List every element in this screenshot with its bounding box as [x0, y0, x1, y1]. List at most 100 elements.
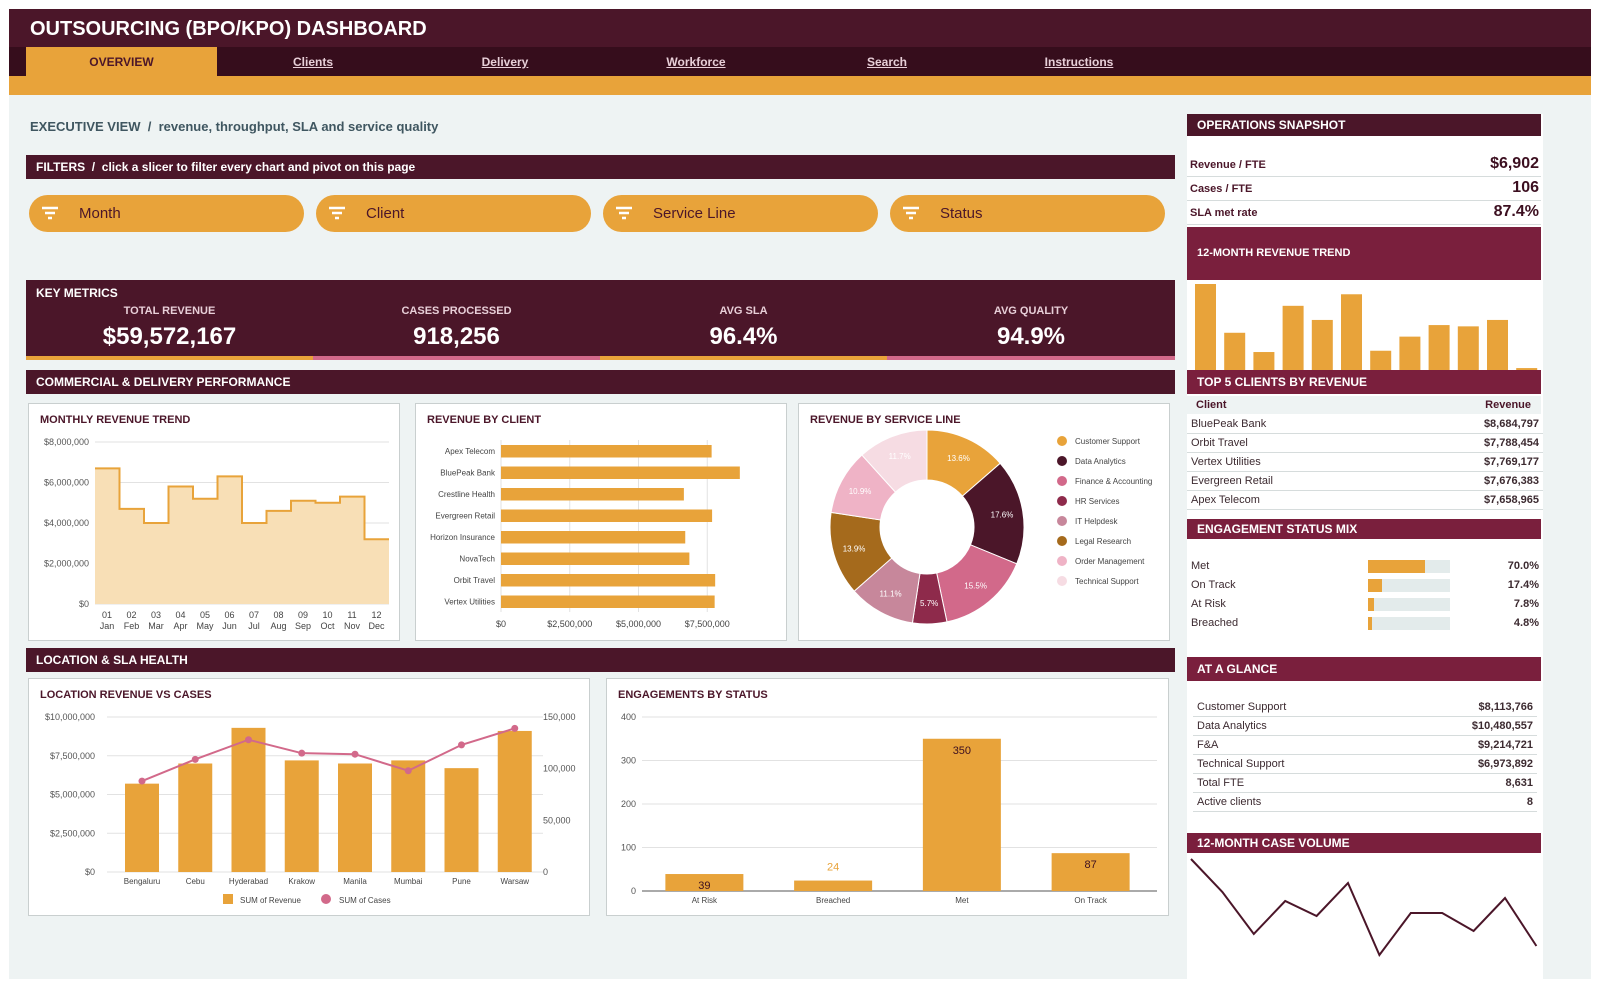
- legend-marker: [1057, 436, 1067, 446]
- mix-value: 4.8%: [1513, 617, 1539, 629]
- y-tick-label: $2,000,000: [44, 559, 89, 569]
- area-line: [95, 467, 389, 541]
- bar: [125, 783, 159, 872]
- engagements-by-status-chart: 0 100 200 300 400 39 At Risk 24 Breached 350 Met 87…: [621, 712, 1157, 905]
- client-revenue: $8,684,797: [1483, 418, 1539, 430]
- category-label: NovaTech: [459, 554, 495, 563]
- y-tick-label: $2,500,000: [50, 828, 95, 838]
- case-volume-mini-chart: [1190, 858, 1538, 957]
- bar: [1051, 853, 1130, 891]
- kpi-label: TOTAL REVENUE: [123, 305, 216, 317]
- y2-tick-label: 0: [543, 867, 548, 877]
- revenue-by-service-line-card: REVENUE BY SERVICE LINE 13.6% Customer Su…: [798, 403, 1170, 641]
- bar: [1428, 325, 1450, 370]
- glance-value: $6,973,892: [1477, 758, 1533, 770]
- category-label: Vertex Utilities: [444, 597, 495, 606]
- tab-overview[interactable]: OVERVIEW: [26, 47, 217, 76]
- case-volume-title: 12-MONTH CASE VOLUME: [1187, 833, 1541, 853]
- kpi-total-revenue: TOTAL REVENUE $59,572,167: [26, 305, 313, 351]
- bar: [497, 730, 532, 872]
- pie-slice: [861, 429, 928, 493]
- category-label: Met: [955, 896, 969, 905]
- mix-bar-track: [1368, 560, 1450, 573]
- data-label: 39: [698, 880, 710, 892]
- bar: [501, 574, 716, 587]
- y-tick-label: 100: [621, 843, 636, 853]
- mix-value: 70.0%: [1507, 560, 1539, 572]
- category-label: At Risk: [692, 896, 718, 905]
- client-revenue: $7,676,383: [1483, 475, 1539, 487]
- tab-workforce[interactable]: Workforce: [666, 55, 726, 69]
- x-tick-label: 10: [322, 610, 332, 620]
- data-label: 350: [953, 745, 971, 757]
- nav-stripe: [9, 76, 1591, 95]
- filter-icon: [903, 206, 919, 220]
- tab-delivery[interactable]: Delivery: [481, 55, 529, 69]
- legend-marker: [321, 894, 331, 904]
- slice-label: 13.6%: [947, 454, 970, 463]
- kpi-label: CASES PROCESSED: [401, 305, 512, 317]
- key-metrics-title: KEY METRICS: [36, 286, 118, 300]
- kpi-value: 96.4%: [709, 323, 778, 350]
- glance-label: Total FTE: [1197, 777, 1245, 789]
- kpi-label: AVG SLA: [719, 305, 768, 317]
- nav-bar: OVERVIEW Clients Delivery Workforce Sear…: [9, 47, 1591, 76]
- x-tick-label: 11: [347, 610, 356, 620]
- slice-label: 17.6%: [991, 511, 1014, 520]
- legend-marker: [1057, 556, 1067, 566]
- slice-label: 10.9%: [849, 487, 872, 496]
- mix-value: 7.8%: [1513, 598, 1539, 610]
- glance-row: Total FTE 8,631: [1193, 774, 1537, 793]
- legend-label: Finance & Accounting: [1075, 477, 1152, 486]
- tab-instructions[interactable]: Instructions: [1044, 55, 1114, 69]
- cases-line: [141, 727, 516, 782]
- table-row: Vertex Utilities $7,769,177: [1187, 453, 1543, 472]
- table-row: BluePeak Bank $8,684,797: [1187, 415, 1543, 434]
- mix-bar-fill: [1368, 560, 1426, 573]
- y-tick-label: $6,000,000: [44, 478, 89, 488]
- category-label: Warsaw: [500, 877, 529, 886]
- kpi-avg-quality: AVG QUALITY 94.9%: [887, 305, 1175, 351]
- x-tick-label: $7,500,000: [685, 619, 730, 629]
- x-tick-sublabel: Oct: [320, 621, 335, 631]
- category-label: Breached: [816, 896, 850, 905]
- legend-label: Data Analytics: [1075, 457, 1126, 466]
- category-label: Pune: [452, 877, 471, 886]
- client-revenue: $7,769,177: [1483, 456, 1539, 468]
- slicer-label: Status: [940, 205, 983, 222]
- bar: [1311, 319, 1333, 370]
- category-label: Evergreen Retail: [435, 511, 495, 520]
- slicer-month[interactable]: Month: [29, 195, 304, 232]
- right-panel: OPERATIONS SNAPSHOT Revenue / FTE $6,902…: [1187, 114, 1543, 979]
- engagements-by-status-card: ENGAGEMENTS BY STATUS 0 100 200 300 400 39 At …: [606, 678, 1169, 916]
- page-title: OUTSOURCING (BPO/KPO) DASHBOARD: [9, 9, 1591, 47]
- at-a-glance-title: AT A GLANCE: [1187, 657, 1541, 681]
- chart-title: REVENUE BY SERVICE LINE: [810, 414, 961, 426]
- top5-title: TOP 5 CLIENTS BY REVENUE: [1187, 370, 1541, 394]
- kpi-label: AVG QUALITY: [993, 305, 1069, 317]
- slicer-service-line[interactable]: Service Line: [603, 195, 878, 232]
- glance-label: Technical Support: [1197, 758, 1285, 770]
- slice-label: 5.7%: [920, 599, 938, 608]
- bar: [1399, 336, 1421, 370]
- client-name: Apex Telecom: [1191, 494, 1260, 506]
- x-tick-label: 12: [371, 610, 381, 620]
- glance-row: Technical Support $6,973,892: [1193, 755, 1537, 774]
- category-label: On Track: [1074, 896, 1107, 905]
- tab-search[interactable]: Search: [866, 55, 908, 69]
- x-tick-sublabel: Sep: [295, 621, 311, 631]
- x-tick-sublabel: Jul: [248, 621, 260, 631]
- ops-label: Revenue / FTE: [1190, 159, 1266, 171]
- mix-label: On Track: [1191, 579, 1236, 591]
- x-tick-label: 08: [273, 610, 283, 620]
- y-tick-label: 0: [631, 886, 636, 896]
- ops-row: Revenue / FTE $6,902: [1187, 154, 1541, 177]
- legend-label: Legal Research: [1075, 537, 1131, 546]
- slicer-client[interactable]: Client: [316, 195, 591, 232]
- slice-label: 15.5%: [964, 581, 987, 590]
- line-point: [138, 777, 146, 785]
- tab-clients[interactable]: Clients: [292, 55, 333, 69]
- x-tick-label: 03: [151, 610, 161, 620]
- slicer-status[interactable]: Status: [890, 195, 1165, 232]
- line-point: [191, 755, 199, 763]
